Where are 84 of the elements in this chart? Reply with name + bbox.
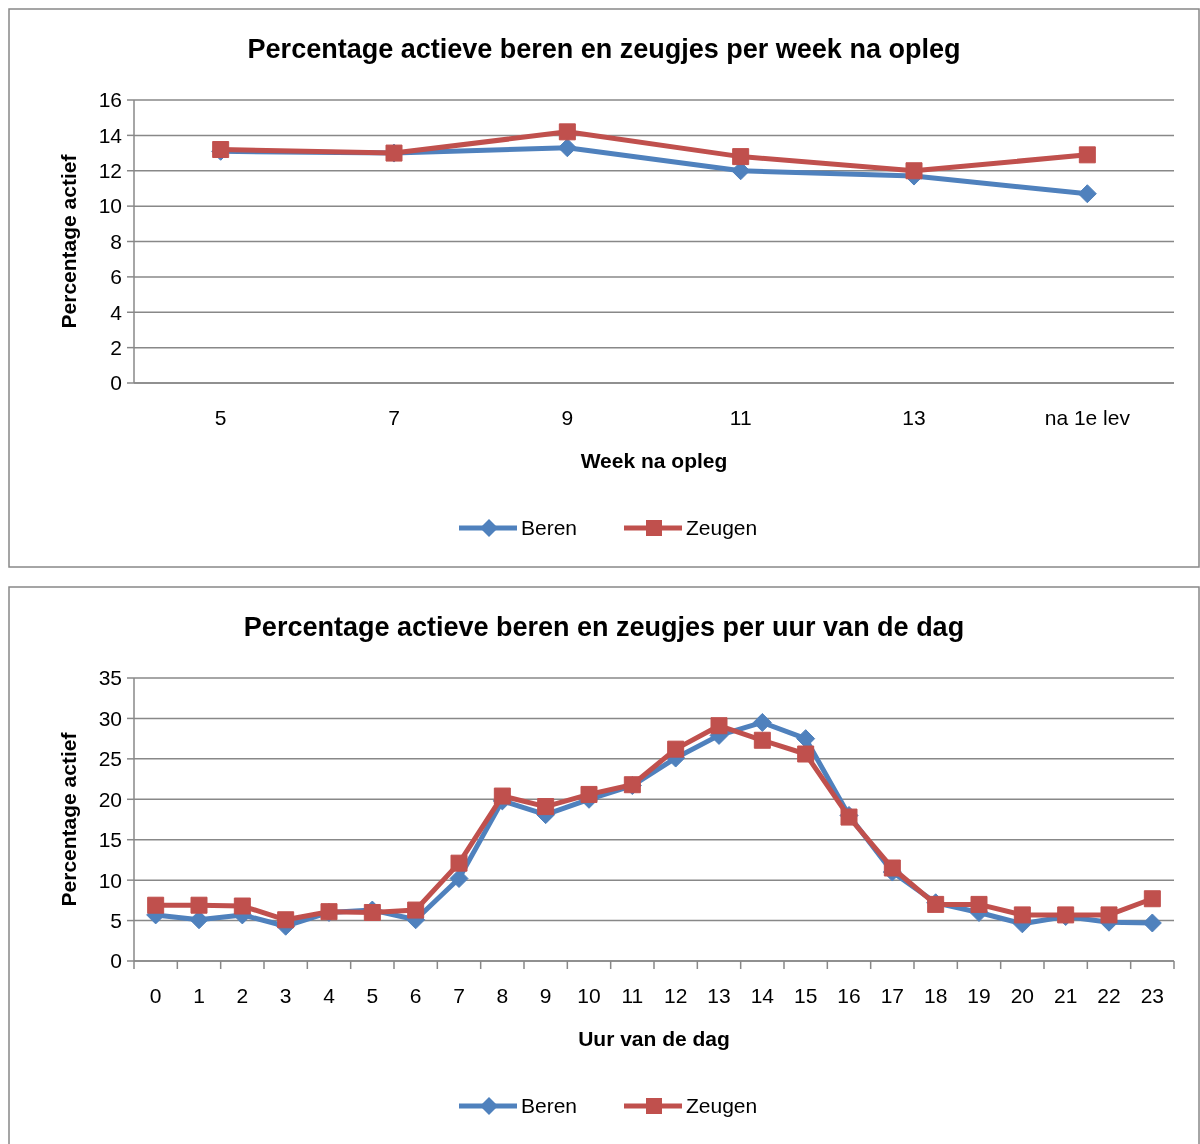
x-tick-label: 13 xyxy=(707,984,731,1007)
point xyxy=(1142,913,1162,933)
x-tick-label: 9 xyxy=(561,406,574,429)
y-tick-label: 0 xyxy=(110,371,122,395)
y-tick-label: 10 xyxy=(98,194,122,218)
y-tick-label: 0 xyxy=(110,949,122,973)
x-tick-label: 0 xyxy=(149,984,162,1007)
point xyxy=(493,787,511,805)
x-tick-label: na 1e lev xyxy=(1044,406,1131,429)
y-tick-label: 10 xyxy=(98,868,122,892)
point xyxy=(580,785,598,803)
x-tick-label: 19 xyxy=(967,984,991,1007)
x-tick-label: 2 xyxy=(236,984,249,1007)
x-tick-label: 4 xyxy=(323,984,336,1007)
x-tick-label: 9 xyxy=(539,984,552,1007)
point xyxy=(558,123,576,141)
y-tick-label: 2 xyxy=(110,335,122,359)
x-tick-label: 3 xyxy=(279,984,292,1007)
y-axis-title: Percentage actief xyxy=(57,731,80,907)
point xyxy=(1077,184,1097,204)
x-tick-label: 12 xyxy=(663,984,688,1007)
x-tick-label: 13 xyxy=(902,406,926,429)
point xyxy=(753,731,771,749)
x-tick-label: 8 xyxy=(496,984,509,1007)
x-tick-label: 21 xyxy=(1053,984,1078,1007)
x-tick-label: 16 xyxy=(837,984,861,1007)
point xyxy=(277,911,295,929)
x-tick-label: 7 xyxy=(388,406,400,429)
y-axis-title: Percentage actief xyxy=(57,153,80,329)
x-tick-label: 20 xyxy=(1010,984,1035,1007)
legend-label: Beren xyxy=(521,1094,578,1118)
x-tick-label: 1 xyxy=(193,984,205,1007)
point xyxy=(710,717,728,735)
legend-label: Zeugen xyxy=(686,516,758,540)
y-tick-label: 35 xyxy=(98,666,122,690)
point xyxy=(449,869,469,889)
legend-label: Beren xyxy=(521,516,578,540)
y-tick-label: 20 xyxy=(98,787,122,811)
x-tick-label: 7 xyxy=(453,984,465,1007)
point xyxy=(905,162,923,180)
point xyxy=(970,895,988,913)
point xyxy=(732,148,750,166)
x-tick-label: 14 xyxy=(750,984,775,1007)
point xyxy=(147,896,165,914)
x-tick-label: 5 xyxy=(366,984,379,1007)
y-tick-label: 5 xyxy=(110,908,122,932)
point xyxy=(667,740,685,758)
legend-label: Zeugen xyxy=(686,1094,758,1118)
y-tick-label: 30 xyxy=(98,706,122,730)
y-tick-label: 6 xyxy=(110,265,122,289)
x-tick-label: 11 xyxy=(729,406,752,429)
point xyxy=(1078,146,1096,164)
x-axis-title: Week na opleg xyxy=(580,449,728,472)
x-axis-title: Uur van de dag xyxy=(578,1027,730,1050)
y-tick-label: 14 xyxy=(98,123,123,147)
y-tick-label: 4 xyxy=(110,300,123,324)
x-tick-label: 6 xyxy=(409,984,422,1007)
y-tick-label: 15 xyxy=(98,828,122,852)
x-tick-label: 22 xyxy=(1097,984,1121,1007)
point xyxy=(450,854,468,872)
x-tick-label: 11 xyxy=(621,984,644,1007)
point xyxy=(883,859,901,877)
point xyxy=(407,901,425,919)
point xyxy=(557,138,577,158)
x-tick-label: 10 xyxy=(577,984,601,1007)
x-tick-label: 5 xyxy=(214,406,227,429)
point xyxy=(1143,890,1161,908)
point xyxy=(1100,906,1118,924)
y-tick-label: 8 xyxy=(110,229,122,253)
point xyxy=(537,798,555,816)
y-tick-label: 12 xyxy=(98,159,122,183)
chart-title: Percentage actieve beren en zeugjes per uur van de dag xyxy=(243,612,965,642)
point xyxy=(190,896,208,914)
x-tick-label: 17 xyxy=(880,984,905,1007)
y-tick-label: 25 xyxy=(98,747,122,771)
point xyxy=(797,745,815,763)
x-tick-label: 23 xyxy=(1140,984,1165,1007)
x-tick-label: 15 xyxy=(793,984,818,1007)
point xyxy=(752,712,772,732)
point xyxy=(1013,906,1031,924)
x-tick-label: 18 xyxy=(923,984,948,1007)
point xyxy=(233,897,251,915)
y-tick-label: 16 xyxy=(98,88,122,112)
chart-title: Percentage actieve beren en zeugjes per week na opleg xyxy=(247,34,961,64)
